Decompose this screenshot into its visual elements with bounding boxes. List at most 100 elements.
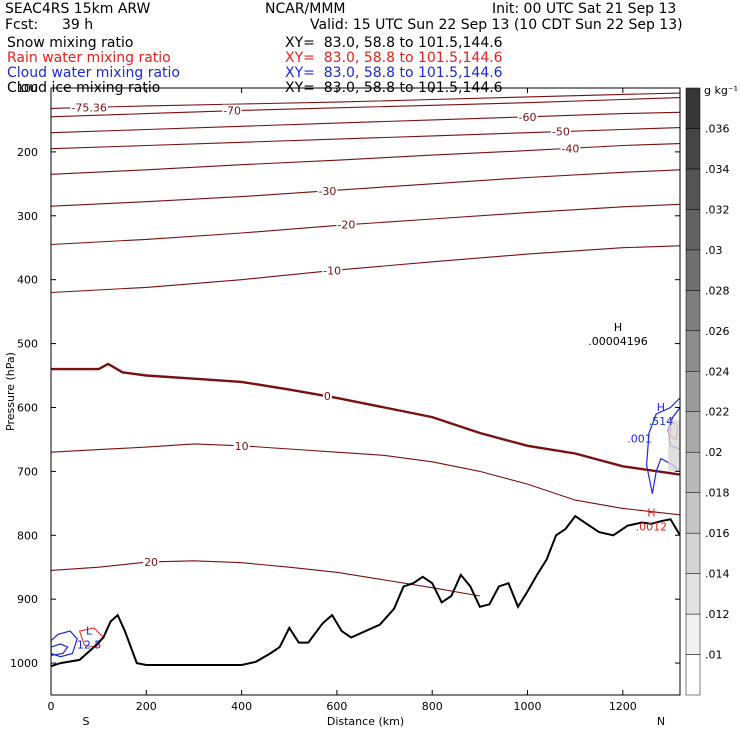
x-tick-label-6: 1200 <box>609 700 637 713</box>
cloud-water-contour-left <box>51 630 78 658</box>
colorbar-tick-0: .01 <box>705 649 723 662</box>
isotherm-label-10: 20 <box>144 556 158 569</box>
y-tick-label-1: 200 <box>17 146 38 159</box>
field-xy-cloud-water: XY= 83.0, 58.8 to 101.5,144.6 <box>285 65 503 81</box>
forecast-label: Fcst: <box>5 17 39 33</box>
colorbar-box-14 <box>685 87 701 129</box>
isotherm-label-2: -60 <box>519 111 537 124</box>
isotherm-label-bg-5 <box>317 184 338 198</box>
isotherm-9 <box>51 443 680 516</box>
colorbar-box-9 <box>685 290 701 332</box>
isotherm-label-bg-1 <box>222 104 243 118</box>
isotherm-label-bg-7 <box>322 264 343 278</box>
y-tick-label-8: 900 <box>17 593 38 606</box>
x-tick-label-2: 400 <box>231 700 252 713</box>
colorbar-box-1 <box>685 613 701 655</box>
isotherm-label-bg-10 <box>143 555 160 569</box>
isotherm-label-bg-8 <box>322 390 332 404</box>
y-tick-label-7: 800 <box>17 529 38 542</box>
colorbar-box-3 <box>685 532 701 574</box>
colorbar-box-12 <box>685 168 701 210</box>
colorbar-box-6 <box>685 411 701 453</box>
isotherm-6 <box>51 203 680 246</box>
colorbar-unit: g kg⁻¹ <box>704 84 738 97</box>
colorbar-box-8 <box>685 330 701 372</box>
colorbar-tick-12: .034 <box>705 163 730 176</box>
colorbar-tick-5: .02 <box>705 446 723 459</box>
x-tick-label-4: 800 <box>422 700 443 713</box>
model-title: SEAC4RS 15km ARW <box>5 1 151 17</box>
cloud-ice-shading <box>668 420 680 472</box>
isotherm-label-9: 10 <box>235 440 249 453</box>
isotherm-5 <box>51 169 680 207</box>
colorbar-tick-2: .014 <box>705 568 730 581</box>
center-label: NCAR/MMM <box>265 1 346 17</box>
isotherm-label-6: -20 <box>337 219 355 232</box>
isotherm-label-bg-0 <box>70 101 108 115</box>
isotherm-label-4: -40 <box>561 142 579 155</box>
isotherm-7 <box>51 245 680 294</box>
colorbar-tick-7: .024 <box>705 365 730 378</box>
forecast-hours: 39 h <box>62 17 94 33</box>
y-tick-label-6: 700 <box>17 465 38 478</box>
isotherm-label-1: -70 <box>223 105 241 118</box>
extreme-value-0: .00004196 <box>588 335 648 348</box>
contour-label-0: .001 <box>627 433 652 446</box>
x-tick-label-1: 200 <box>136 700 157 713</box>
isotherm-3 <box>51 127 680 150</box>
x-tick-label-0: 0 <box>48 700 55 713</box>
x-tick-label-5: 1000 <box>514 700 542 713</box>
init-time: Init: 00 UTC Sat 21 Sep 13 <box>492 1 677 17</box>
terrain-line <box>51 514 680 668</box>
colorbar-tick-8: .026 <box>705 325 730 338</box>
colorbar-tick-3: .016 <box>705 527 730 540</box>
field-name-rain: Rain water mixing ratio <box>7 50 171 66</box>
isotherm-label-0: -75.36 <box>71 101 106 114</box>
colorbar-tick-1: .012 <box>705 608 730 621</box>
x-tick-label-3: 600 <box>326 700 347 713</box>
colorbar-tick-11: .032 <box>705 203 730 216</box>
valid-time: Valid: 15 UTC Sun 22 Sep 13 (10 CDT Sun … <box>310 17 683 33</box>
north-label: N <box>657 715 665 728</box>
plot-area <box>51 92 680 668</box>
cloud-water-contour-right <box>645 397 680 494</box>
isotherm-label-8: 0 <box>324 390 331 403</box>
isotherm-label-5: -30 <box>318 185 336 198</box>
y-axis-title: Pressure (hPa) <box>4 352 17 431</box>
isotherm-label-bg-4 <box>560 142 581 156</box>
y-tick-label-3: 400 <box>17 274 38 287</box>
isotherm-2 <box>51 111 680 134</box>
colorbar-tick-9: .028 <box>705 284 730 297</box>
colorbar-box-13 <box>685 128 701 170</box>
y-tick-label-5: 600 <box>17 401 38 414</box>
isotherm-10 <box>51 560 480 597</box>
colorbar-box-5 <box>685 451 701 493</box>
isotherm-label-7: -10 <box>323 265 341 278</box>
cloud-water-contour-left-inner <box>51 643 69 657</box>
extreme-label-3: L <box>86 625 93 638</box>
isotherm-label-bg-3 <box>550 125 571 139</box>
y-tick-label-4: 500 <box>17 338 38 351</box>
colorbar-tick-6: .022 <box>705 406 730 419</box>
field-name-snow: Snow mixing ratio <box>7 35 134 51</box>
colorbar-box-2 <box>685 573 701 615</box>
colorbar-tick-13: .036 <box>705 122 730 135</box>
south-label: S <box>83 715 90 728</box>
isotherm-0 <box>51 92 680 109</box>
colorbar-box-0 <box>685 654 701 696</box>
isotherm-8 <box>51 362 680 476</box>
isotherm-4 <box>51 143 680 175</box>
extreme-label-1: H <box>657 401 665 414</box>
isotherm-label-bg-9 <box>233 439 250 453</box>
extreme-value-2: .0012 <box>636 520 668 533</box>
isotherm-label-3: -50 <box>552 126 570 139</box>
y-tick-label-0: 100 <box>17 82 38 95</box>
field-name-cloud-water: Cloud water mixing ratio <box>7 65 180 81</box>
extreme-value-3: 12.5 <box>77 639 102 652</box>
colorbar-box-11 <box>685 209 701 251</box>
colorbar-box-7 <box>685 371 701 412</box>
colorbar-box-10 <box>685 249 701 291</box>
extreme-value-1: .514 <box>649 415 674 428</box>
extreme-label-2: H <box>647 506 655 519</box>
